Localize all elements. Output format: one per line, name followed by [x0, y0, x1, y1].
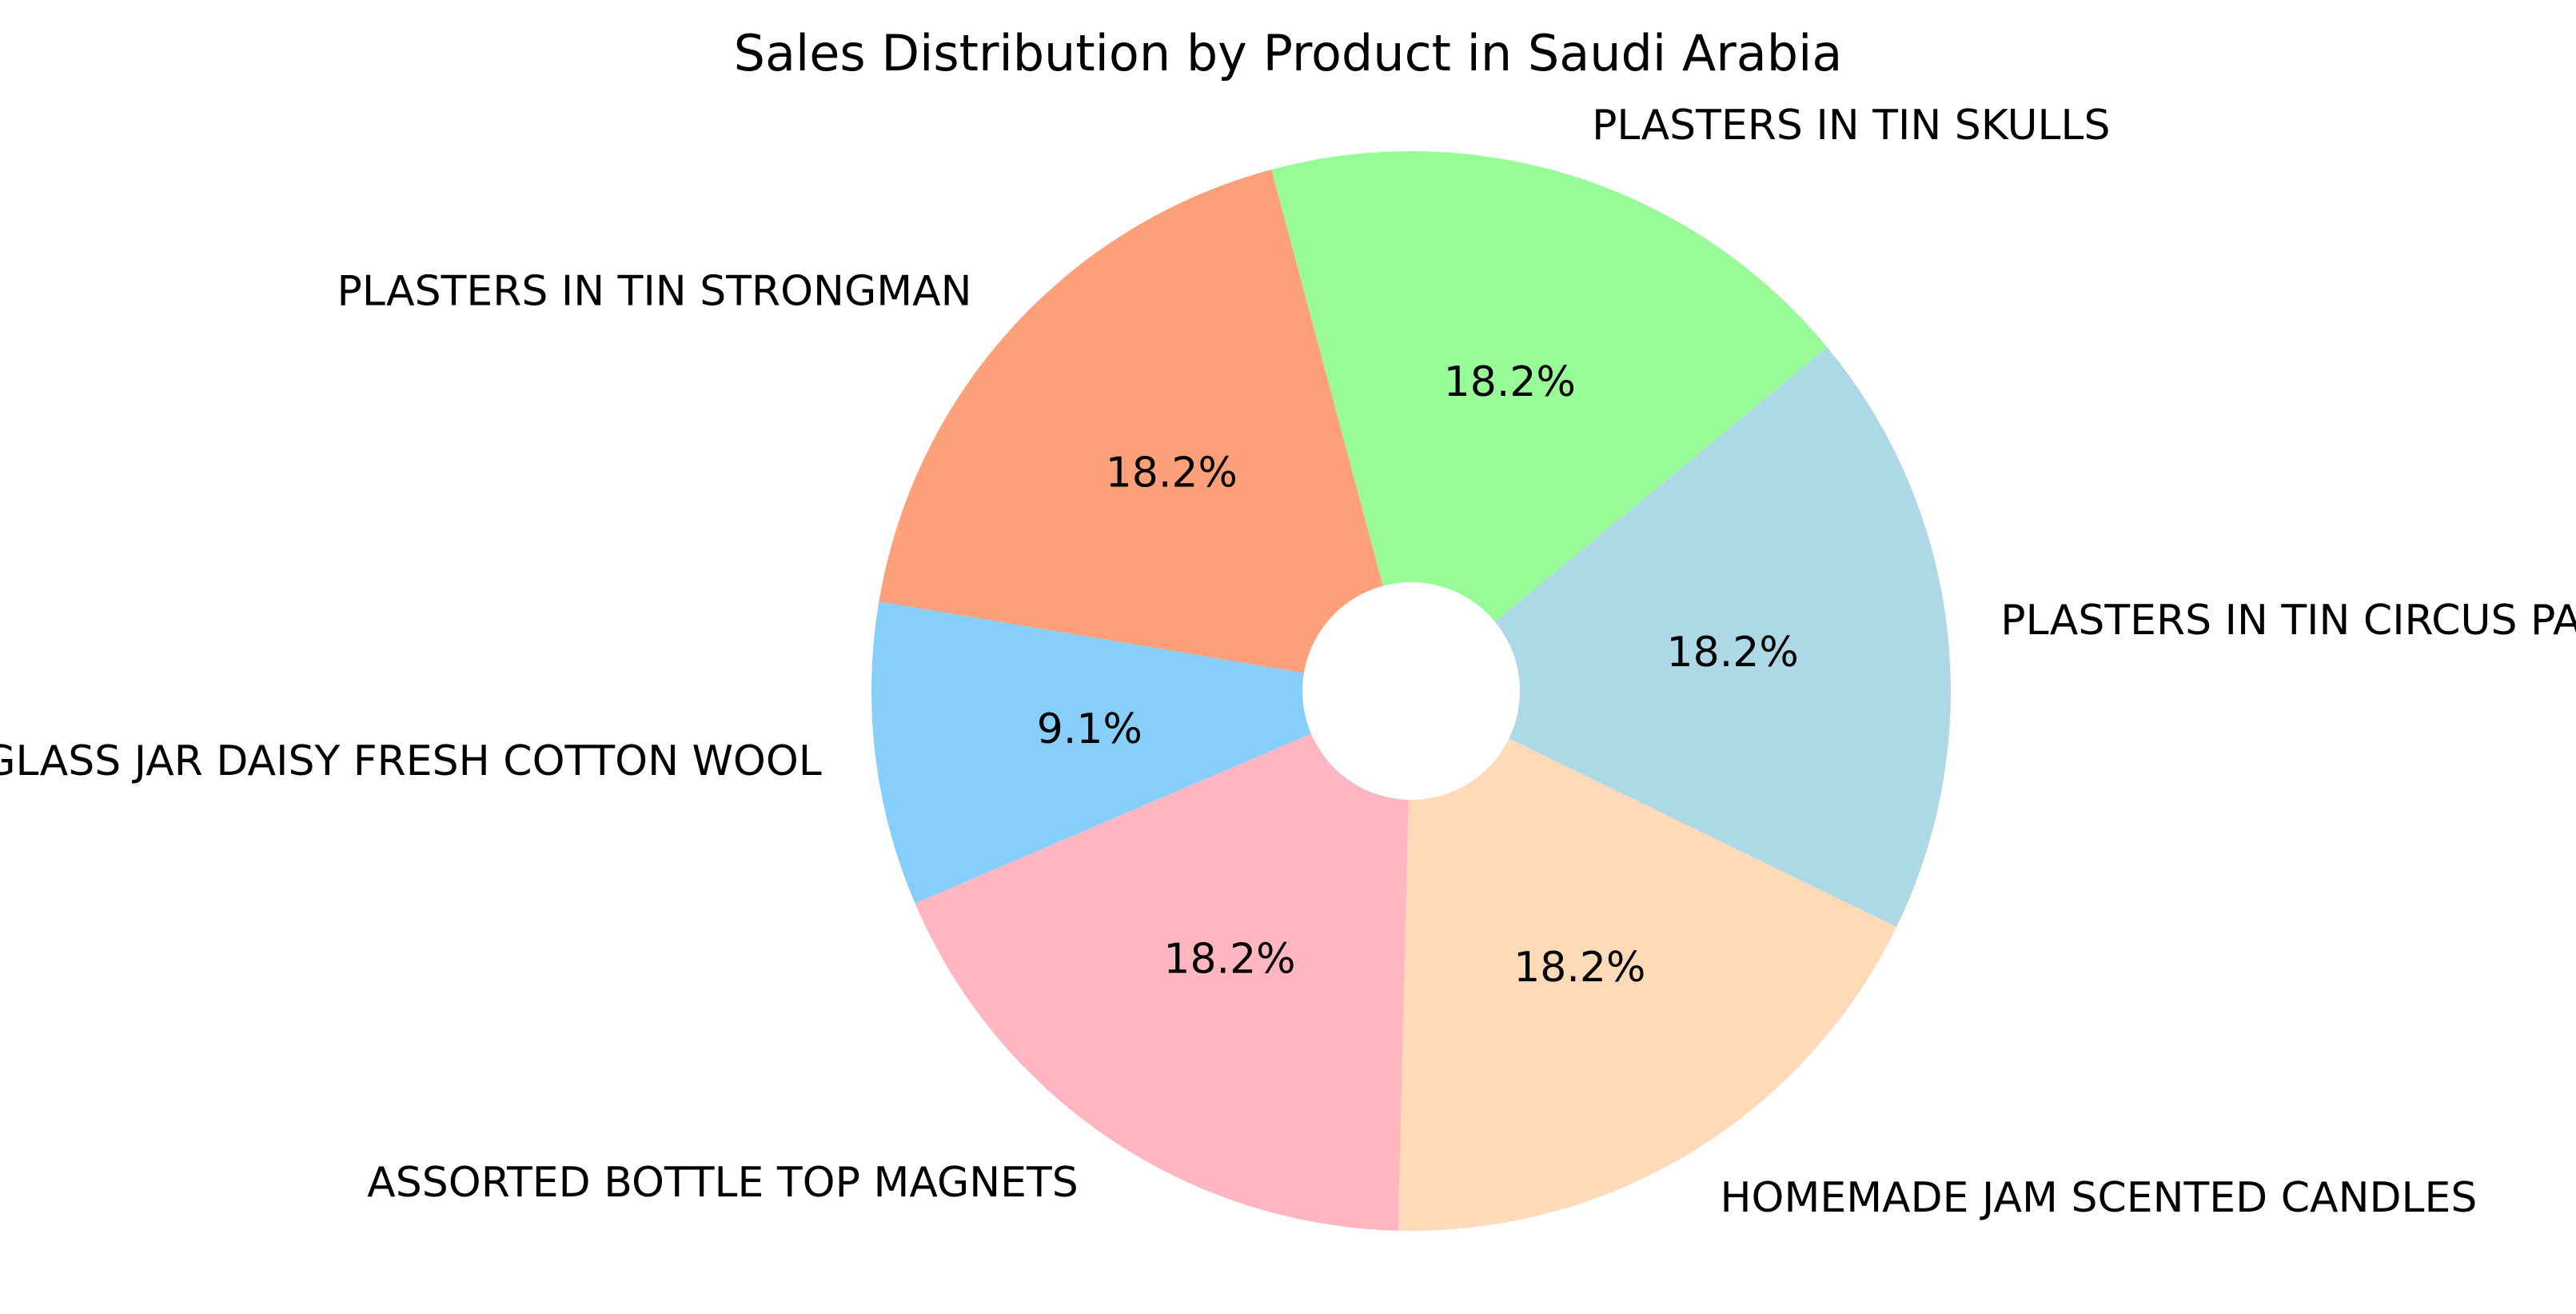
slice-label: PLASTERS IN TIN STRONGMAN [337, 268, 972, 316]
percent-labels: 18.2% 9.1% 18.2% 18.2% 18.2% 18.2% [1037, 358, 1799, 992]
pie-slice [1398, 691, 1897, 1231]
pie-slice [1411, 347, 1951, 927]
percent-label: 18.2% [1667, 629, 1799, 677]
slice-label: PLASTERS IN TIN CIRCUS PARADE [2000, 597, 2576, 645]
pie-slice [879, 170, 1411, 691]
pie-slice [871, 601, 1411, 904]
pie-slices [871, 150, 1951, 1231]
percent-label: 18.2% [1513, 944, 1645, 992]
percent-label: 9.1% [1037, 705, 1142, 753]
pie-slice [915, 691, 1411, 1231]
percent-label: 18.2% [1163, 935, 1295, 983]
chart-title: Sales Distribution by Product in Saudi A… [734, 24, 1843, 82]
slice-label: HOMEMADE JAM SCENTED CANDLES [1720, 1174, 2477, 1222]
slice-labels: PLASTERS IN TIN STRONGMAN GLASS JAR DAISY… [0, 102, 2576, 1222]
pie-slice [1271, 150, 1828, 691]
slice-label: PLASTERS IN TIN SKULLS [1592, 102, 2110, 150]
slice-label: ASSORTED BOTTLE TOP MAGNETS [367, 1159, 1079, 1207]
slice-label: GLASS JAR DAISY FRESH COTTON WOOL [0, 737, 822, 785]
percent-label: 18.2% [1444, 358, 1576, 406]
donut-hole [1302, 582, 1520, 800]
percent-label: 18.2% [1106, 449, 1238, 497]
